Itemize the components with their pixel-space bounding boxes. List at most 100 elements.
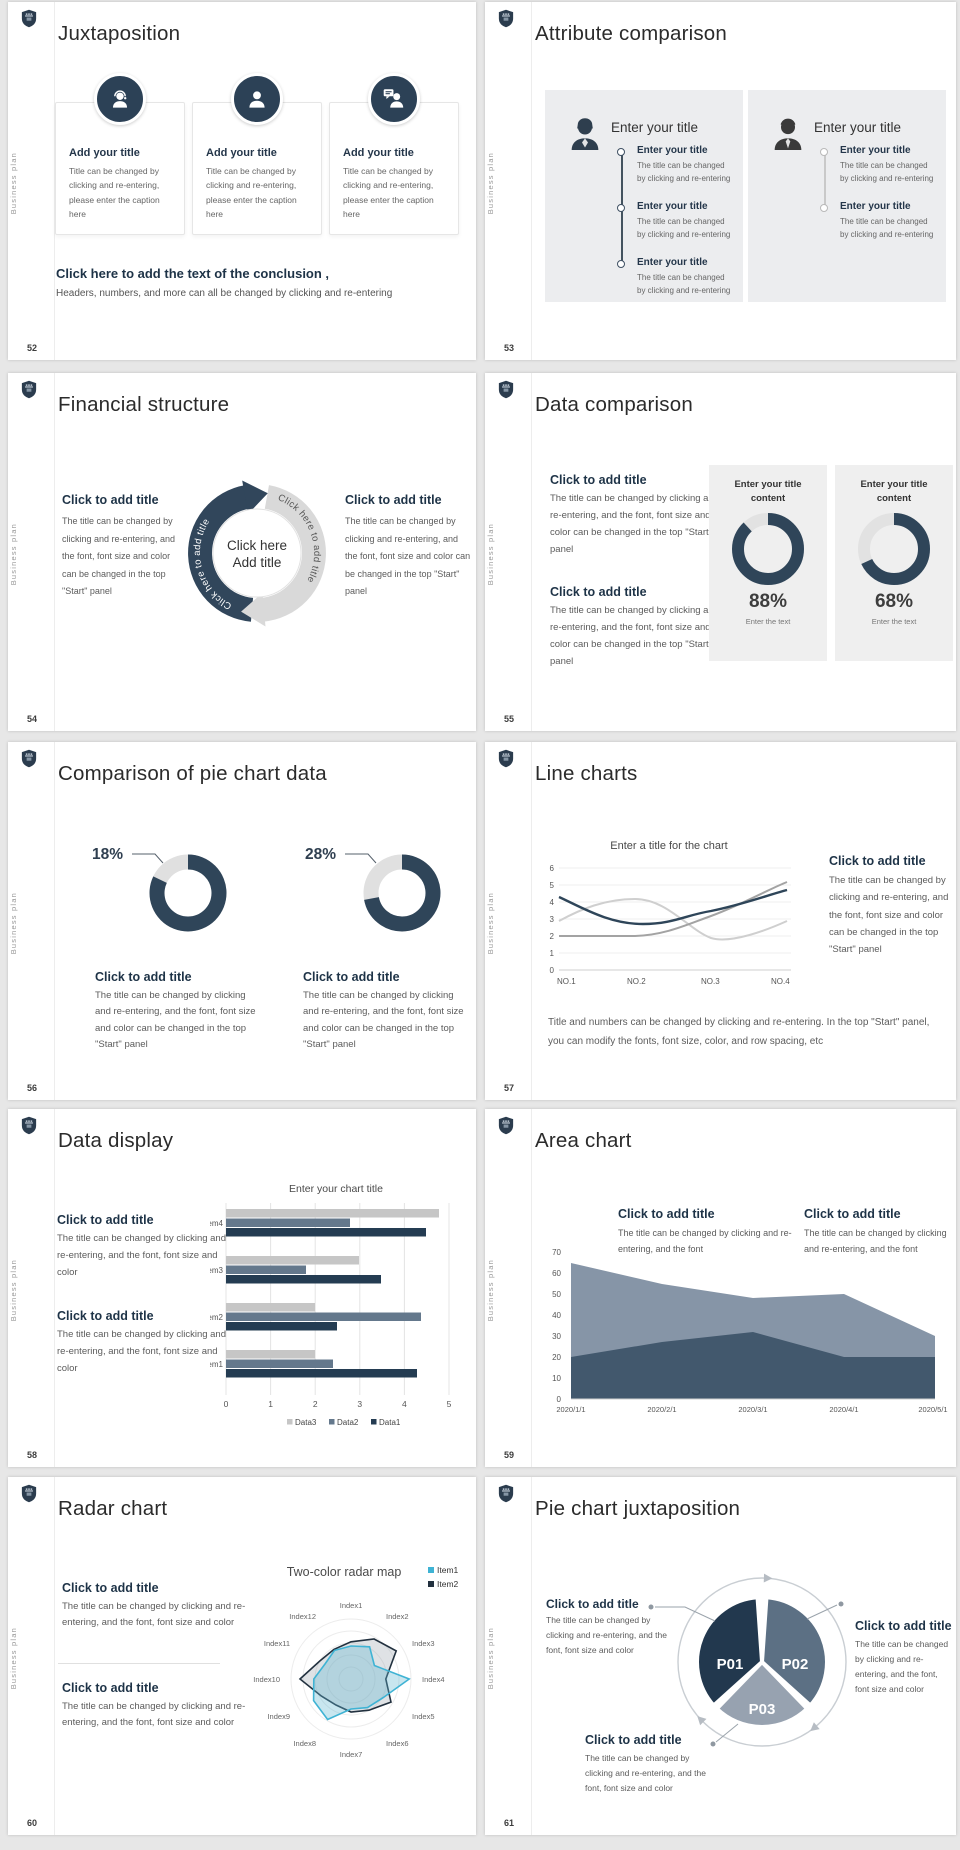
svg-text:Item3: Item3 [210,1266,224,1275]
slide-56-thumbnail[interactable]: Business plan 56 Comparison of pie chart… [8,742,476,1100]
callout-text-bottom: The title can be changed by clicking and… [585,1753,706,1793]
svg-text:10: 10 [552,1374,561,1383]
slide-number: 54 [27,714,38,724]
timeline-item-text: The title can be changed by clicking and… [637,161,731,183]
page-title: Line charts [535,762,638,785]
slide-60-thumbnail[interactable]: Business plan 60 Radar chart Click to ad… [8,1477,476,1835]
slide-number: 57 [504,1083,515,1093]
slide-number: 60 [27,1818,38,1828]
svg-text:Index1: Index1 [340,1601,363,1610]
svg-text:3: 3 [357,1399,362,1409]
slide-53-thumbnail[interactable]: Business plan 53 Attribute comparison En… [485,2,956,360]
svg-text:0: 0 [224,1399,229,1409]
svg-text:NO.3: NO.3 [701,977,720,986]
svg-text:50: 50 [552,1290,561,1299]
shield-logo-icon [21,749,37,768]
gauge-percent: 88% [748,591,788,612]
donut-caption-text: The title can be changed by clicking and… [95,990,256,1050]
timeline-item-title: Enter your title [840,145,911,156]
page-title: Area chart [535,1129,632,1152]
cycle-center-line2: Add title [233,555,282,570]
svg-text:Index9: Index9 [267,1712,290,1721]
conclusion-heading: Click here to add the text of the conclu… [56,266,330,281]
right-block-heading: Click to add title [345,493,442,507]
callout-text-right: The title can be changed by clicking and… [855,1639,949,1694]
slide-58-thumbnail[interactable]: Business plan 58 Data display Click to a… [8,1109,476,1467]
card: Add your title Title can be changed by c… [329,73,459,235]
callout-heading-bottom: Click to add title [585,1733,682,1747]
cycle-arrows-diagram: Click here to add title Click here to ad… [188,480,326,627]
slide-number: 55 [504,714,515,724]
left-divider-line [531,1109,532,1467]
svg-text:1: 1 [550,949,555,958]
slide-57-thumbnail[interactable]: Business plan 57 Line charts Enter a tit… [485,742,956,1100]
legend-item1: Item1 [428,1565,458,1575]
sidebar-vertical-label: Business plan [486,152,495,215]
left-divider-line [54,373,55,731]
slide-number: 52 [27,343,38,353]
slide-61-thumbnail[interactable]: Business plan 61 Pie chart juxtaposition… [485,1477,956,1835]
slide-number: 58 [27,1450,38,1460]
block-heading: Click to add title [550,585,647,599]
gauge-caption: Enter the text [871,617,917,626]
svg-text:Index3: Index3 [412,1639,435,1648]
slide-54-thumbnail[interactable]: Business plan 54 Financial structure Cli… [8,373,476,731]
panel-heading: Enter your title [611,120,699,135]
card-text: Title can be changed by clicking and re-… [69,166,160,219]
slide-55-thumbnail[interactable]: Business plan 55 Data comparison Click t… [485,373,956,731]
svg-text:2: 2 [550,932,555,941]
sidebar-vertical-label: Business plan [9,1259,18,1322]
gauge-panel: Enter your title content 88% Enter the t… [709,465,827,661]
bar-chart: Item4 Item3 Item2 Item1 0 1 2 3 4 5 Data… [210,1203,452,1427]
svg-text:70: 70 [552,1248,561,1257]
card-text: Title can be changed by clicking and re-… [343,166,434,219]
card: Add your title Title can be changed by c… [55,73,185,235]
sidebar-vertical-label: Business plan [9,892,18,955]
panel-heading: Enter your title [814,120,902,135]
block-text: The title can be changed by clicking and… [57,1233,226,1278]
sidebar-vertical-label: Business plan [486,892,495,955]
timeline-line [824,153,826,209]
svg-text:Index6: Index6 [386,1739,409,1748]
left-divider-line [54,742,55,1100]
svg-text:5: 5 [550,881,555,890]
slide-number: 56 [27,1083,38,1093]
slide-52-thumbnail[interactable]: Business plan 52 Juxtaposition Add your … [8,2,476,360]
sidebar-vertical-label: Business plan [486,1259,495,1322]
slide-number: 61 [504,1818,515,1828]
left-divider-line [531,2,532,360]
slide-59-thumbnail[interactable]: Business plan 59 Area chart Click to add… [485,1109,956,1467]
svg-text:2020/4/1: 2020/4/1 [829,1405,858,1414]
svg-text:Index11: Index11 [264,1639,290,1648]
block-text: The title can be changed by clicking and… [550,605,719,667]
donut-chart-88 [732,513,804,585]
person-headset-icon [94,73,146,125]
svg-text:Item2: Item2 [210,1313,224,1322]
shield-logo-icon [498,749,514,768]
timeline-item-text: The title can be changed by clicking and… [637,217,731,239]
timeline-item-text: The title can be changed by clicking and… [840,217,934,239]
sidebar-vertical-label: Business plan [9,523,18,586]
donut-percent-label: 28% [305,846,337,863]
block-heading: Click to add title [57,1213,154,1227]
slide-number: 53 [504,343,515,353]
page-title: Comparison of pie chart data [58,762,327,785]
timeline-node [617,260,625,268]
svg-text:1: 1 [268,1399,273,1409]
block-heading: Click to add title [57,1309,154,1323]
left-divider-line [531,742,532,1100]
donut-caption-text: The title can be changed by clicking and… [303,990,464,1050]
side-block-heading: Click to add title [829,854,926,868]
donut-percent-label: 18% [92,846,124,863]
chart-title: Enter your chart title [289,1183,383,1195]
svg-text:Index2: Index2 [386,1612,409,1621]
svg-text:4: 4 [402,1399,407,1409]
legend-item2: Item2 [428,1579,458,1589]
svg-text:4: 4 [550,898,555,907]
svg-text:3: 3 [550,915,555,924]
callout-text-left: The title can be changed by clicking and… [546,1615,667,1655]
left-divider-line [531,373,532,731]
chart-title: Enter a title for the chart [610,840,728,852]
svg-text:Index10: Index10 [253,1675,280,1684]
svg-text:Data1: Data1 [379,1418,401,1427]
